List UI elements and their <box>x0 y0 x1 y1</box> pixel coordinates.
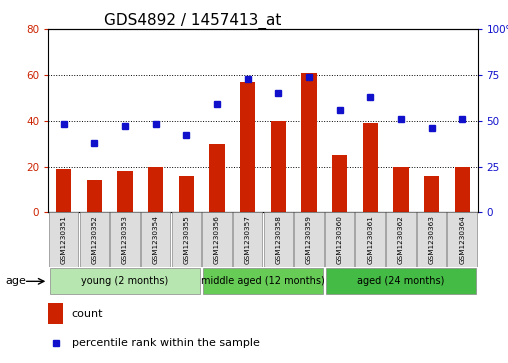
Bar <box>110 212 140 267</box>
Bar <box>271 121 286 212</box>
Text: GSM1230357: GSM1230357 <box>244 215 250 264</box>
Bar <box>417 212 446 267</box>
Text: GSM1230356: GSM1230356 <box>214 215 220 264</box>
Bar <box>240 82 255 212</box>
Text: percentile rank within the sample: percentile rank within the sample <box>72 338 260 348</box>
Bar <box>148 167 163 212</box>
Text: middle aged (12 months): middle aged (12 months) <box>201 276 325 286</box>
Bar <box>141 212 170 267</box>
Text: GSM1230359: GSM1230359 <box>306 215 312 264</box>
Bar <box>393 167 408 212</box>
Text: GSM1230358: GSM1230358 <box>275 215 281 264</box>
Bar <box>86 180 102 212</box>
Text: aged (24 months): aged (24 months) <box>357 276 444 286</box>
Bar <box>50 268 200 294</box>
Bar <box>424 176 439 212</box>
Bar <box>48 303 64 324</box>
Bar <box>325 212 354 267</box>
Bar <box>56 169 71 212</box>
Text: GSM1230364: GSM1230364 <box>459 215 465 264</box>
Bar <box>233 212 262 267</box>
Text: GSM1230354: GSM1230354 <box>152 215 158 264</box>
Bar <box>203 268 323 294</box>
Text: GSM1230353: GSM1230353 <box>122 215 128 264</box>
Bar <box>386 212 416 267</box>
Text: count: count <box>72 309 103 319</box>
Text: GSM1230362: GSM1230362 <box>398 215 404 264</box>
Bar <box>264 212 293 267</box>
Bar <box>356 212 385 267</box>
Bar <box>326 268 476 294</box>
Text: GSM1230352: GSM1230352 <box>91 215 97 264</box>
Text: GDS4892 / 1457413_at: GDS4892 / 1457413_at <box>104 13 282 29</box>
Text: young (2 months): young (2 months) <box>81 276 169 286</box>
Bar <box>49 212 78 267</box>
Bar <box>172 212 201 267</box>
Text: GSM1230355: GSM1230355 <box>183 215 189 264</box>
Bar <box>179 176 194 212</box>
Bar <box>209 144 225 212</box>
Bar <box>301 73 316 212</box>
Text: GSM1230360: GSM1230360 <box>336 215 342 264</box>
Bar <box>202 212 232 267</box>
Bar <box>332 155 347 212</box>
Bar <box>455 167 470 212</box>
Bar <box>448 212 477 267</box>
Bar <box>117 171 133 212</box>
Bar <box>294 212 324 267</box>
Text: GSM1230361: GSM1230361 <box>367 215 373 264</box>
Bar <box>363 123 378 212</box>
Text: GSM1230363: GSM1230363 <box>429 215 434 264</box>
Text: age: age <box>5 276 26 286</box>
Bar <box>80 212 109 267</box>
Text: GSM1230351: GSM1230351 <box>60 215 67 264</box>
